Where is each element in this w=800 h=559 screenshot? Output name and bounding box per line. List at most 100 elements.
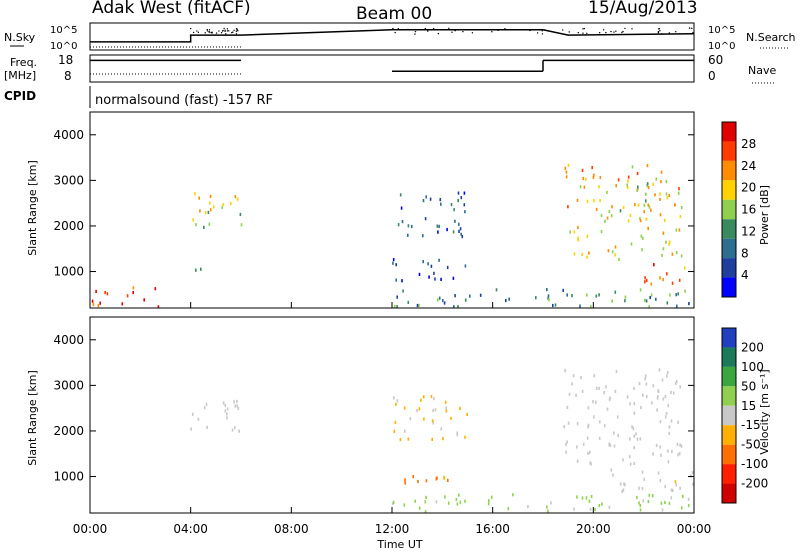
heatmap-cell <box>665 412 668 416</box>
heatmap-cell <box>236 404 238 408</box>
noise-point <box>437 32 440 35</box>
heatmap-cell <box>610 214 613 218</box>
heatmap-cell <box>577 225 579 230</box>
colorbar-tick-label: 4 <box>741 268 749 282</box>
noise-point <box>232 31 234 33</box>
heatmap-cell <box>575 393 577 397</box>
noise-point <box>586 32 588 34</box>
heatmap-cell <box>195 268 197 272</box>
heatmap-cell <box>641 470 644 474</box>
heatmap-cell <box>643 203 646 207</box>
heatmap-cell <box>666 196 669 200</box>
noise-point <box>226 28 229 30</box>
heatmap-cell <box>439 198 442 202</box>
heatmap-cell <box>645 278 648 283</box>
heatmap-cell <box>450 203 453 207</box>
heatmap-cell <box>209 201 211 205</box>
noise-point <box>235 33 238 35</box>
heatmap-cell <box>585 496 588 500</box>
heatmap-cell <box>397 223 400 227</box>
heatmap-cell <box>581 252 583 256</box>
heatmap-cell <box>394 420 397 425</box>
heatmap-cell <box>626 183 628 187</box>
freq-series <box>90 59 694 75</box>
heatmap-cell <box>670 496 673 500</box>
heatmap-cell <box>207 210 210 214</box>
heatmap-cell <box>404 481 406 485</box>
heatmap-cell <box>645 217 648 221</box>
heatmap-cell <box>645 199 647 203</box>
heatmap-cell <box>639 288 642 292</box>
heatmap-cell <box>459 227 462 231</box>
heatmap-cell <box>624 299 626 303</box>
heatmap-cell <box>684 289 686 293</box>
heatmap-cell <box>614 389 617 393</box>
heatmap-cell <box>583 185 586 189</box>
noise-point <box>688 27 691 29</box>
noise-point <box>454 30 456 32</box>
heatmap-cell <box>430 264 433 268</box>
velocity-ylabel: Slant Range [km] <box>26 370 39 466</box>
noise-point <box>615 30 617 32</box>
heatmap-cell <box>603 391 605 395</box>
heatmap-cell <box>677 292 679 296</box>
heatmap-cell <box>665 192 668 196</box>
heatmap-cell <box>634 203 636 207</box>
noise-point <box>197 31 200 34</box>
heatmap-cell <box>409 417 412 421</box>
colorbar-swatch <box>722 277 736 297</box>
heatmap-cell <box>550 501 552 505</box>
heatmap-cell <box>230 201 232 205</box>
heatmap-cell <box>644 276 646 280</box>
heatmap-cell <box>404 429 406 433</box>
heatmap-cell <box>616 415 619 419</box>
heatmap-cell <box>674 480 677 484</box>
heatmap-cell <box>592 400 594 404</box>
heatmap-cell <box>209 194 212 198</box>
heatmap-cell <box>392 261 394 265</box>
heatmap-cell <box>438 296 441 300</box>
heatmap-cell <box>675 380 678 384</box>
colorbar-swatch <box>722 425 736 445</box>
heatmap-cell <box>91 299 94 303</box>
heatmap-cell <box>567 163 570 167</box>
heatmap-cell <box>452 276 455 280</box>
heatmap-cell <box>595 207 598 211</box>
freq-tick-bottom: 8 <box>64 69 72 83</box>
heatmap-cell <box>642 499 644 503</box>
heatmap-cell <box>508 297 510 301</box>
heatmap-cell <box>659 479 662 483</box>
heatmap-cell <box>650 208 652 212</box>
heatmap-cell <box>588 251 590 255</box>
noise-point <box>226 30 229 32</box>
heatmap-cell <box>432 421 435 425</box>
heatmap-cell <box>598 293 600 297</box>
colorbar-tick-label: 50 <box>741 379 756 393</box>
heatmap-cell <box>446 228 448 232</box>
heatmap-cell <box>642 236 644 240</box>
heatmap-cell <box>664 394 667 399</box>
heatmap-cell <box>240 223 243 227</box>
heatmap-cell <box>208 222 211 226</box>
heatmap-cell <box>664 485 666 489</box>
heatmap-cell <box>454 219 456 223</box>
heatmap-cell <box>639 219 642 223</box>
velocity-panel-frame <box>89 316 695 514</box>
heatmap-cell <box>402 289 404 293</box>
noise-strip-frame <box>89 22 695 51</box>
nave-tick-bottom: 0 <box>708 69 716 83</box>
heatmap-cell <box>667 449 669 453</box>
heatmap-cell <box>672 391 675 395</box>
heatmap-cell <box>675 228 678 232</box>
noise-point <box>613 31 615 33</box>
noise-point <box>541 30 543 32</box>
heatmap-cell <box>611 205 613 209</box>
noise-point <box>227 30 230 32</box>
heatmap-cell <box>639 216 641 221</box>
heatmap-cell <box>414 499 416 503</box>
heatmap-cell <box>646 164 649 168</box>
heatmap-cell <box>633 461 635 465</box>
heatmap-cell <box>641 487 644 491</box>
noise-point <box>471 32 474 34</box>
heatmap-cell <box>197 417 200 421</box>
